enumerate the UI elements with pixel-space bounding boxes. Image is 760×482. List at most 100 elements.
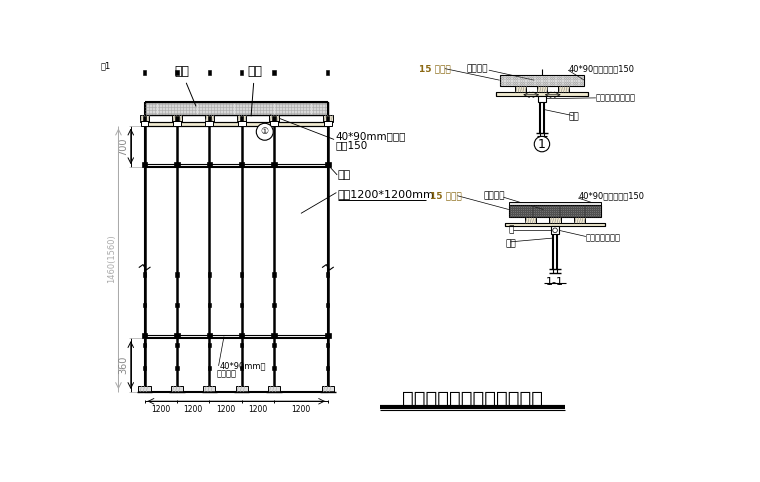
Bar: [142, 333, 147, 338]
Bar: [173, 115, 182, 122]
Bar: [239, 333, 245, 338]
Bar: [326, 366, 329, 371]
Text: 1200: 1200: [183, 405, 203, 414]
Bar: [273, 343, 276, 348]
Bar: [323, 115, 333, 122]
Bar: [270, 121, 278, 126]
Bar: [273, 303, 276, 308]
Bar: [207, 272, 211, 277]
Circle shape: [256, 123, 274, 140]
Text: 楼板: 楼板: [174, 65, 196, 106]
Text: 40*90木方，间距150: 40*90木方，间距150: [578, 191, 644, 200]
Bar: [240, 343, 243, 348]
Bar: [271, 162, 277, 167]
Text: 顶撑支杆（双钢管: 顶撑支杆（双钢管: [596, 94, 636, 102]
Text: 40*90mm方: 40*90mm方: [220, 362, 267, 370]
Text: 1200: 1200: [151, 405, 170, 414]
Bar: [240, 70, 243, 75]
Bar: [207, 333, 212, 338]
Bar: [238, 121, 245, 126]
Bar: [204, 115, 214, 122]
Bar: [324, 121, 332, 126]
Bar: [326, 70, 329, 75]
Text: 混凝土板: 混凝土板: [467, 64, 488, 73]
Bar: [207, 162, 212, 167]
Bar: [138, 386, 150, 392]
Text: 360: 360: [119, 356, 128, 374]
Circle shape: [553, 228, 557, 233]
Text: 40*90木方，间距150: 40*90木方，间距150: [568, 64, 634, 73]
Bar: [551, 227, 559, 234]
Bar: [505, 223, 605, 227]
Text: 15 厚模板: 15 厚模板: [419, 64, 451, 73]
Bar: [174, 162, 179, 167]
Bar: [207, 343, 211, 348]
Bar: [509, 202, 601, 205]
Bar: [273, 272, 276, 277]
Bar: [142, 162, 147, 167]
Bar: [549, 217, 561, 223]
Bar: [141, 121, 148, 126]
Bar: [240, 116, 243, 121]
Text: 混凝土板: 混凝土板: [483, 191, 505, 200]
Bar: [239, 162, 245, 167]
Bar: [326, 272, 329, 277]
Bar: [325, 333, 331, 338]
Text: 间距150: 间距150: [336, 141, 368, 150]
Bar: [176, 343, 179, 348]
Bar: [240, 272, 243, 277]
Bar: [203, 386, 216, 392]
Bar: [176, 116, 179, 121]
Text: 15 厚模板: 15 厚模板: [429, 191, 461, 200]
Bar: [273, 116, 276, 121]
Bar: [240, 366, 243, 371]
Bar: [140, 115, 149, 122]
Bar: [558, 86, 569, 93]
Text: 1460(1560): 1460(1560): [107, 234, 116, 283]
Text: 立杆: 立杆: [505, 239, 516, 248]
Text: 间距木方: 间距木方: [217, 369, 236, 378]
Text: 附1: 附1: [101, 61, 111, 70]
Bar: [176, 70, 179, 75]
Bar: [143, 116, 146, 121]
Bar: [240, 303, 243, 308]
Bar: [207, 366, 211, 371]
Bar: [537, 86, 547, 93]
Bar: [171, 386, 183, 392]
Bar: [273, 366, 276, 371]
Text: 横杆: 横杆: [338, 170, 351, 180]
Text: 700: 700: [119, 137, 128, 156]
Bar: [143, 366, 146, 371]
Bar: [524, 217, 537, 223]
Circle shape: [534, 136, 549, 152]
Bar: [176, 366, 179, 371]
Text: 主体楼板模板支设构造详图: 主体楼板模板支设构造详图: [402, 390, 543, 409]
Text: ①: ①: [261, 127, 269, 136]
Bar: [176, 303, 179, 308]
Bar: [515, 86, 526, 93]
Text: 1200: 1200: [291, 405, 311, 414]
Bar: [269, 115, 279, 122]
Bar: [321, 386, 334, 392]
Text: 40*90mm木方，: 40*90mm木方，: [336, 132, 406, 141]
Text: 托: 托: [509, 225, 515, 234]
Bar: [174, 333, 179, 338]
Bar: [236, 386, 248, 392]
Bar: [176, 272, 179, 277]
Bar: [326, 343, 329, 348]
Bar: [271, 333, 277, 338]
Bar: [143, 343, 146, 348]
Bar: [273, 70, 276, 75]
Bar: [325, 162, 331, 167]
Text: 1200: 1200: [216, 405, 235, 414]
Bar: [144, 102, 328, 115]
Bar: [144, 122, 328, 126]
Bar: [173, 121, 181, 126]
Bar: [205, 121, 213, 126]
Text: 模板: 模板: [247, 65, 262, 116]
Bar: [207, 116, 211, 121]
Text: 立杆1200*1200mm: 立杆1200*1200mm: [338, 189, 435, 199]
Text: 1200: 1200: [249, 405, 268, 414]
Bar: [499, 75, 584, 86]
Bar: [237, 115, 246, 122]
